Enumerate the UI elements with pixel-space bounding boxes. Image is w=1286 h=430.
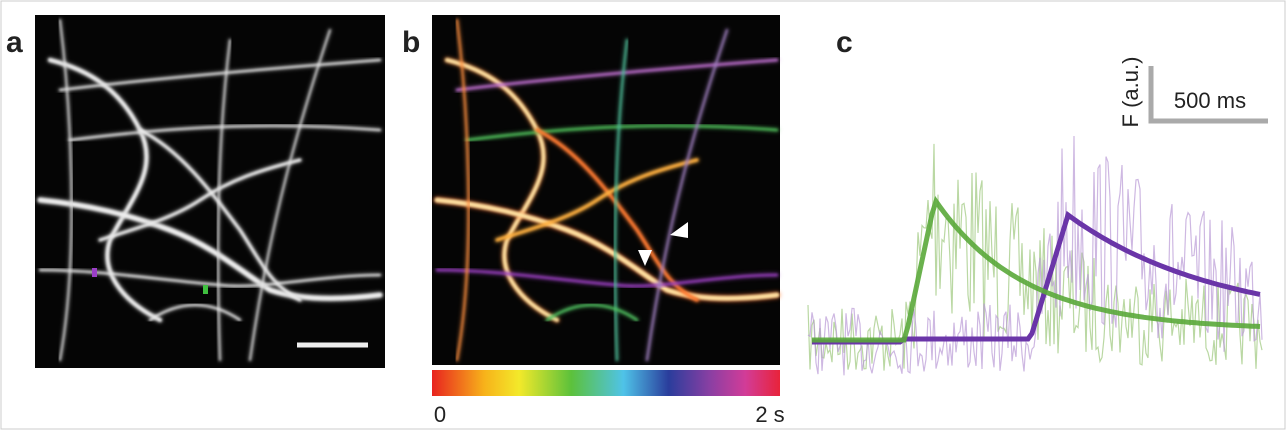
figure-canvas: a b 0 2 s c F (a.u.) 500 ms xyxy=(0,0,1286,430)
roi-marker xyxy=(92,268,97,277)
panel-label: a xyxy=(6,26,23,59)
panel-label: c xyxy=(836,26,853,59)
colorbar-label: 2 s xyxy=(755,402,784,427)
traces xyxy=(808,136,1262,375)
scale-label: F (a.u.) xyxy=(1118,57,1143,128)
figure: a b 0 2 s c F (a.u.) 500 ms xyxy=(0,0,1286,430)
panel-label: b xyxy=(402,26,420,59)
roi-marker xyxy=(203,285,208,294)
scale-label: 500 ms xyxy=(1174,88,1246,113)
colorbar xyxy=(432,370,780,396)
colorbar-label: 0 xyxy=(434,402,446,427)
